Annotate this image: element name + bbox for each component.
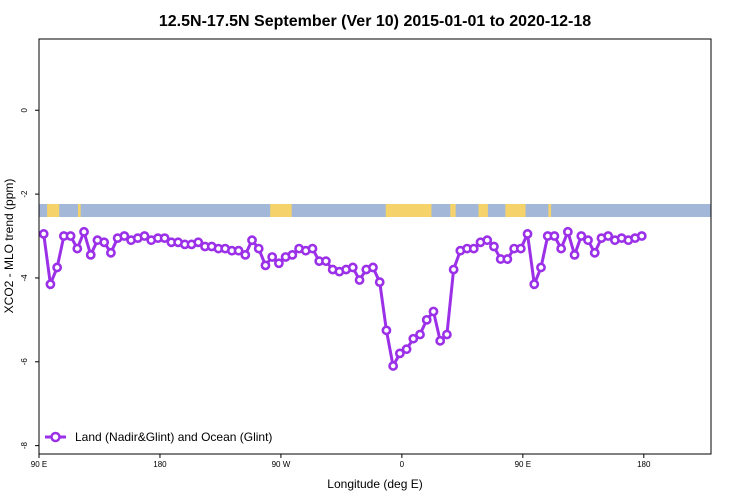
data-point [583, 235, 593, 246]
x-axis: 90 E 180 90 W 0 90 E 180 [31, 454, 651, 469]
land-segment [270, 204, 292, 217]
x-tick-label: 90 E [515, 460, 531, 469]
data-point [99, 237, 110, 248]
x-tick-label: 0 [400, 460, 405, 469]
data-point [85, 249, 96, 260]
chart-title: 12.5N-17.5N September (Ver 10) 2015-01-0… [159, 13, 591, 30]
data-point [502, 254, 513, 264]
data-point [38, 229, 49, 239]
data-point [636, 231, 647, 241]
data-point [79, 226, 89, 237]
land-segment [478, 204, 488, 217]
y-tick-label: -8 [20, 442, 29, 450]
series-line [42, 227, 643, 371]
data-point [307, 243, 318, 254]
legend: Land (Nadir&Glint) and Ocean (Glint) [45, 430, 272, 444]
data-point [106, 247, 116, 258]
data-point [408, 333, 419, 344]
legend-label: Land (Nadir&Glint) and Ocean (Glint) [75, 430, 272, 444]
data-point [260, 260, 271, 271]
data-point [52, 262, 63, 273]
data-point [549, 231, 560, 241]
data-point [119, 231, 130, 241]
y-axis-label: XCO2 - MLO trend (ppm) [2, 179, 16, 314]
x-tick-label: 180 [637, 460, 651, 469]
y-tick-label: -6 [20, 358, 29, 366]
data-point [354, 275, 365, 285]
data-point [381, 325, 392, 336]
land-ocean-strip [39, 204, 711, 217]
data-point [603, 231, 614, 241]
data-point [233, 245, 244, 256]
data-point [240, 249, 251, 260]
data-point [274, 258, 284, 269]
land-segment [77, 204, 81, 217]
data-point [421, 314, 432, 325]
data-point [65, 231, 76, 241]
x-tick-label: 180 [153, 460, 167, 469]
data-point [247, 235, 257, 246]
data-point [576, 231, 587, 241]
land-segment [450, 204, 456, 217]
data-point [368, 262, 378, 273]
data-point [347, 262, 358, 273]
land-segment [505, 204, 526, 217]
data-point [556, 243, 567, 254]
data-point [374, 277, 385, 288]
x-tick-label: 90 W [272, 460, 291, 469]
ocean-strip [39, 204, 711, 217]
land-segment [47, 204, 60, 217]
data-point [45, 279, 56, 290]
data-point [388, 361, 399, 371]
data-point [428, 306, 439, 317]
data-point [529, 279, 540, 290]
data-point [569, 249, 580, 260]
land-segment [385, 204, 432, 217]
data-point [482, 235, 493, 246]
data-point [435, 335, 446, 346]
x-tick-label: 90 E [31, 460, 47, 469]
data-point [489, 241, 499, 252]
data-point [394, 348, 405, 359]
data-point [159, 233, 170, 244]
data-point [267, 252, 278, 262]
data-point [562, 226, 573, 237]
data-point [442, 329, 452, 340]
y-tick-label: -2 [20, 190, 29, 198]
land-segment [548, 204, 552, 217]
data-point [448, 264, 459, 275]
data-point [321, 256, 331, 267]
data-point [515, 243, 526, 254]
y-axis: 0 -2 -4 -6 -8 [20, 107, 39, 449]
data-point [522, 229, 533, 239]
data-point [287, 249, 298, 260]
y-tick-label: -4 [20, 274, 29, 282]
plot-frame [38, 38, 712, 455]
data-point [415, 329, 425, 340]
data-point [193, 237, 204, 248]
data-point [536, 262, 546, 273]
y-tick-label: 0 [20, 107, 29, 112]
legend-marker-swatch [50, 431, 61, 443]
data-point [468, 243, 479, 254]
data-point [139, 231, 150, 241]
series-layer [38, 226, 647, 371]
x-axis-label: Longitude (deg E) [327, 477, 422, 491]
data-point [401, 344, 412, 355]
data-point [72, 243, 83, 254]
data-point [589, 247, 600, 258]
data-point [253, 243, 264, 254]
